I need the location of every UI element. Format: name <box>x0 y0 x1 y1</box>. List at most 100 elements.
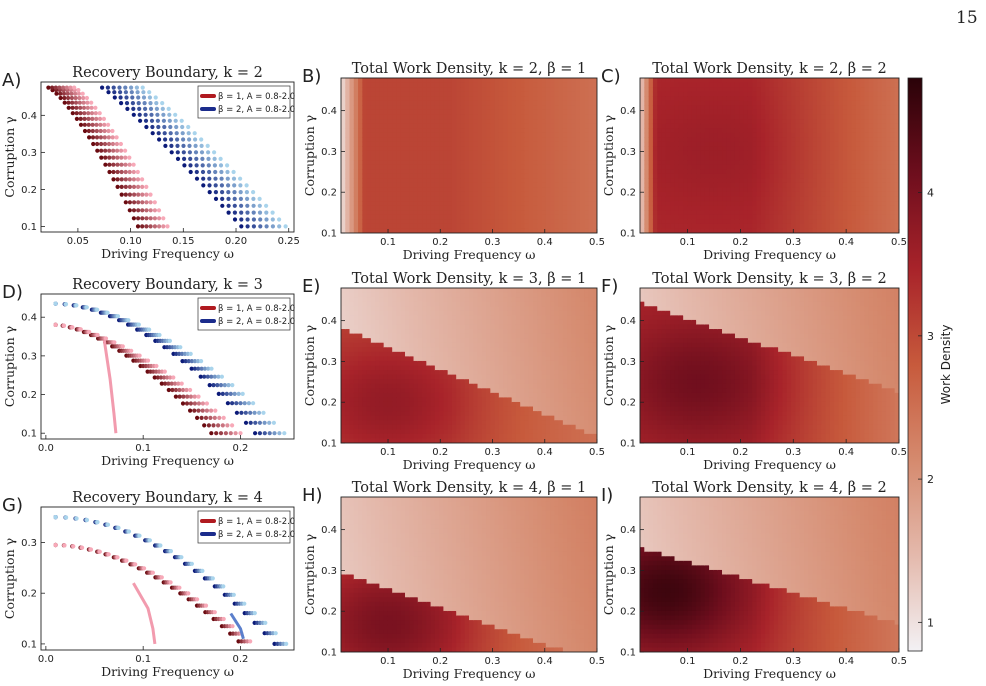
heatmap-cell <box>752 214 758 220</box>
heatmap-cell <box>584 178 590 184</box>
heatmap-cell <box>481 109 487 116</box>
heatmap-cell <box>409 150 415 157</box>
heatmap-cell <box>791 214 796 220</box>
heatmap-cell <box>511 191 517 198</box>
heatmap-cell <box>409 105 415 111</box>
heatmap-cell <box>726 82 732 88</box>
heatmap-cell <box>881 87 887 93</box>
heatmap-cell <box>426 132 432 138</box>
heatmap-cell <box>791 150 796 157</box>
heatmap-cell <box>769 119 775 125</box>
heatmap-cell <box>345 109 351 116</box>
heatmap-cell <box>507 228 513 233</box>
heatmap-cell <box>541 205 547 211</box>
heatmap-cell <box>877 169 883 175</box>
heatmap-cell <box>353 187 359 193</box>
heatmap-cell <box>640 164 645 170</box>
heatmap-cell <box>747 214 753 220</box>
heatmap-cell <box>657 223 663 230</box>
data-point <box>120 344 125 349</box>
y-tick-label: 0.3 <box>21 538 37 549</box>
y-tick-label: 0.1 <box>321 229 337 240</box>
heatmap-cell <box>648 87 654 93</box>
heatmap-cell <box>434 187 440 193</box>
heatmap-cell <box>413 187 419 193</box>
heatmap-cell <box>439 137 444 143</box>
heatmap-cell <box>747 150 753 157</box>
heatmap-cell <box>592 173 597 179</box>
heatmap-cell <box>443 137 449 143</box>
heatmap-cell <box>808 96 814 102</box>
heatmap-cell <box>473 210 479 216</box>
data-point <box>228 391 233 396</box>
heatmap-cell <box>387 146 393 152</box>
heatmap-cell <box>396 160 402 166</box>
heatmap-cell <box>430 191 436 198</box>
heatmap-cell <box>665 210 671 216</box>
data-point <box>221 415 226 420</box>
x-tick-label: 0.0 <box>38 654 54 665</box>
heatmap-cell <box>558 114 564 120</box>
heatmap-cell <box>769 105 775 111</box>
data-point <box>243 410 248 415</box>
heatmap-cell <box>341 164 346 170</box>
data-point <box>192 366 197 371</box>
heatmap-cell <box>592 223 597 230</box>
heatmap-cell <box>447 109 453 116</box>
heatmap-cell <box>752 109 758 116</box>
heatmap-cell <box>834 187 840 193</box>
heatmap-cell <box>507 78 513 84</box>
heatmap-cell <box>743 173 749 179</box>
heatmap-cell <box>808 150 814 157</box>
heatmap-cell <box>567 205 572 211</box>
heatmap-cell <box>533 173 538 179</box>
heatmap-cell <box>417 123 423 129</box>
heatmap-cell <box>550 223 555 230</box>
heatmap-cell <box>665 150 671 157</box>
heatmap-cell <box>486 119 491 125</box>
heatmap-cell <box>734 91 740 97</box>
heatmap-cell <box>756 82 762 88</box>
heatmap-cell <box>691 205 697 211</box>
heatmap-cell <box>592 219 597 225</box>
data-point <box>208 415 213 420</box>
heatmap-cell <box>812 105 818 111</box>
heatmap-cell <box>392 223 398 230</box>
heatmap-cell <box>760 132 766 138</box>
heatmap-cell <box>409 160 415 166</box>
heatmap-cell <box>799 182 805 189</box>
heatmap-cell <box>451 210 457 216</box>
data-point <box>213 176 218 181</box>
heatmap-cell <box>366 155 372 161</box>
heatmap-cell <box>473 182 479 189</box>
heatmap-cell <box>842 196 848 202</box>
heatmap-cell <box>545 178 551 184</box>
heatmap-cell <box>726 160 732 166</box>
heatmap-cell <box>644 100 650 106</box>
heatmap-cell <box>739 91 745 97</box>
data-point <box>182 156 187 161</box>
heatmap-cell <box>494 109 500 116</box>
heatmap-cell <box>554 223 560 230</box>
data-point <box>161 375 167 380</box>
data-point <box>203 603 209 608</box>
heatmap-cell <box>575 128 581 134</box>
data-point <box>106 128 111 134</box>
y-tick-label: 0.4 <box>321 106 337 117</box>
heatmap-cell <box>700 137 706 143</box>
heatmap-cell <box>799 141 805 147</box>
heatmap-cell <box>366 150 372 157</box>
heatmap-cell <box>439 219 444 225</box>
heatmap-cell <box>821 123 827 129</box>
data-point <box>53 542 58 548</box>
heatmap-cell <box>383 155 389 161</box>
heatmap-cell <box>838 87 844 93</box>
heatmap-cell <box>477 100 483 106</box>
heatmap-cell <box>860 191 866 198</box>
data-point <box>116 525 121 531</box>
heatmap-cell <box>541 187 547 193</box>
heatmap-cell <box>554 128 560 134</box>
heatmap-cell <box>765 96 771 102</box>
heatmap-cell <box>747 119 753 125</box>
heatmap-cell <box>773 123 779 129</box>
